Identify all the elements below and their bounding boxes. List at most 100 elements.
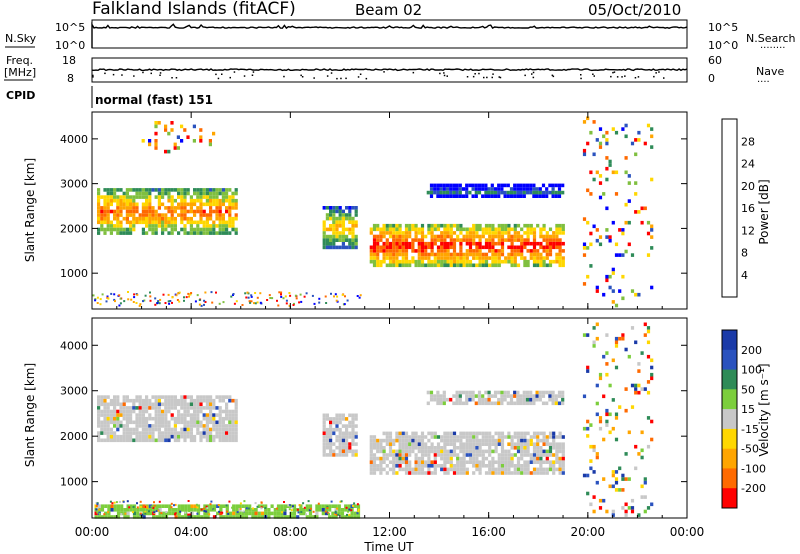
heatmap-cell bbox=[351, 220, 355, 224]
heatmap-cell bbox=[190, 292, 193, 294]
heatmap-cell bbox=[193, 231, 197, 235]
heatmap-cell bbox=[196, 416, 200, 421]
heatmap-cell bbox=[103, 438, 107, 443]
heatmap-cell bbox=[504, 449, 508, 454]
heatmap-cell bbox=[488, 453, 492, 457]
heatmap-cell bbox=[254, 511, 258, 516]
nave-dot bbox=[593, 75, 595, 77]
heatmap-cell bbox=[509, 190, 514, 195]
heatmap-cell bbox=[468, 442, 473, 446]
heatmap-cell bbox=[141, 420, 145, 425]
heatmap-cell bbox=[145, 216, 149, 221]
heatmap-cell bbox=[427, 438, 431, 443]
heatmap-cell bbox=[461, 390, 466, 395]
heatmap-cell bbox=[506, 390, 510, 395]
heatmap-cell bbox=[484, 471, 489, 475]
heatmap-cell bbox=[646, 390, 651, 395]
heatmap-cell bbox=[199, 202, 203, 207]
heatmap-cell bbox=[526, 449, 530, 454]
heatmap-cell bbox=[558, 467, 562, 472]
heatmap-cell bbox=[325, 213, 329, 217]
heatmap-cell bbox=[401, 438, 405, 443]
heatmap-cell bbox=[173, 206, 177, 210]
heatmap-cell bbox=[634, 390, 638, 395]
heatmap-cell bbox=[424, 241, 428, 246]
heatmap-cell bbox=[605, 228, 609, 232]
heatmap-cell bbox=[260, 504, 265, 508]
heatmap-cell bbox=[157, 191, 161, 196]
heatmap-cell bbox=[430, 234, 434, 239]
heatmap-cell bbox=[516, 183, 520, 188]
nave-dot bbox=[92, 74, 94, 77]
heatmap-cell bbox=[500, 456, 505, 461]
heatmap-cell bbox=[539, 227, 543, 232]
heatmap-cell bbox=[452, 223, 457, 228]
heatmap-cell bbox=[504, 238, 508, 242]
heatmap-cell bbox=[248, 511, 252, 516]
heatmap-cell bbox=[356, 512, 359, 515]
heatmap-cell bbox=[488, 471, 492, 475]
heatmap-cell bbox=[532, 456, 537, 461]
heatmap-cell bbox=[491, 227, 495, 232]
heatmap-cell bbox=[452, 263, 457, 268]
heatmap-cell bbox=[345, 506, 348, 509]
heatmap-cell bbox=[602, 394, 606, 399]
heatmap-cell bbox=[187, 504, 191, 508]
heatmap-cell bbox=[225, 504, 228, 507]
heatmap-cell bbox=[520, 227, 524, 232]
heatmap-cell bbox=[351, 453, 355, 457]
heatmap-cell bbox=[532, 394, 536, 398]
heatmap-cell bbox=[420, 438, 425, 443]
heatmap-cell bbox=[313, 302, 316, 305]
heatmap-cell bbox=[504, 460, 508, 464]
heatmap-cell bbox=[325, 442, 329, 446]
heatmap-cell bbox=[113, 413, 117, 417]
heatmap-cell bbox=[624, 202, 628, 207]
heatmap-cell bbox=[157, 402, 161, 407]
nave-dot bbox=[142, 71, 144, 74]
heatmap-cell bbox=[491, 252, 495, 257]
heatmap-cell bbox=[215, 195, 219, 199]
heatmap-cell bbox=[113, 209, 117, 214]
heatmap-cell bbox=[164, 128, 168, 132]
heatmap-cell bbox=[519, 401, 523, 406]
heatmap-cell bbox=[488, 241, 492, 246]
heatmap-cell bbox=[433, 187, 437, 191]
heatmap-cell bbox=[170, 213, 174, 217]
heatmap-cell bbox=[332, 209, 336, 214]
heatmap-cell bbox=[145, 198, 149, 203]
heatmap-cell bbox=[630, 506, 635, 510]
heatmap-cell bbox=[510, 438, 514, 443]
nsearch-label: N.Search bbox=[746, 32, 796, 45]
heatmap-cell bbox=[433, 223, 437, 228]
heatmap-cell bbox=[401, 238, 405, 242]
heatmap-cell bbox=[541, 194, 546, 198]
heatmap-cell bbox=[333, 295, 335, 298]
heatmap-cell bbox=[149, 291, 151, 294]
heatmap-cell bbox=[347, 515, 351, 519]
heatmap-cell bbox=[500, 223, 505, 228]
heatmap-cell bbox=[443, 446, 447, 450]
heatmap-cell bbox=[325, 238, 329, 242]
heatmap-cell bbox=[283, 511, 287, 516]
heatmap-cell bbox=[103, 220, 107, 225]
heatmap-cell bbox=[116, 427, 120, 432]
heatmap-cell bbox=[132, 409, 136, 414]
heatmap-cell bbox=[119, 220, 123, 225]
heatmap-cell bbox=[392, 252, 396, 257]
heatmap-cell bbox=[586, 473, 590, 478]
heatmap-cell bbox=[522, 394, 526, 398]
heatmap-cell bbox=[164, 191, 168, 196]
heatmap-cell bbox=[532, 241, 537, 246]
heatmap-cell bbox=[484, 231, 489, 235]
heatmap-cell bbox=[135, 438, 139, 443]
heatmap-cell bbox=[109, 413, 113, 417]
heatmap-cell bbox=[592, 224, 596, 229]
heatmap-cell bbox=[183, 206, 187, 210]
heatmap-cell bbox=[497, 390, 501, 395]
heatmap-cell bbox=[510, 227, 514, 232]
heatmap-cell bbox=[129, 188, 133, 192]
heatmap-cell bbox=[199, 420, 203, 425]
heatmap-cell bbox=[325, 245, 329, 250]
heatmap-cell bbox=[180, 198, 184, 203]
